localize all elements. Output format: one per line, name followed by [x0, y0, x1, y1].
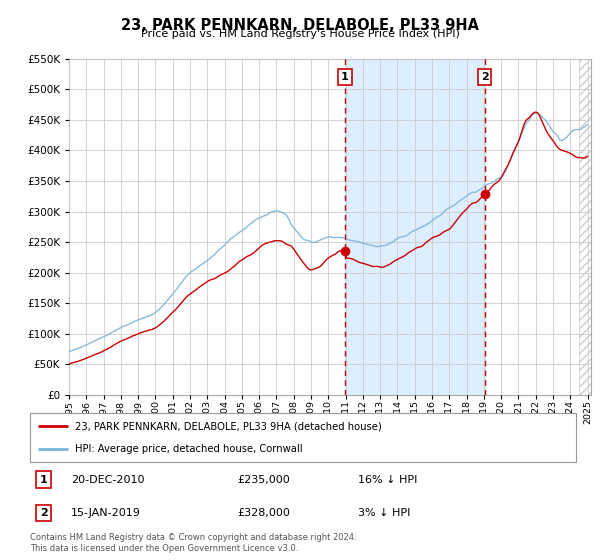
Text: 1: 1 — [341, 72, 349, 82]
Bar — [345, 59, 485, 395]
Text: £328,000: £328,000 — [238, 508, 290, 518]
Text: HPI: Average price, detached house, Cornwall: HPI: Average price, detached house, Corn… — [75, 444, 302, 454]
Text: 1: 1 — [40, 475, 47, 484]
Text: Contains HM Land Registry data © Crown copyright and database right 2024.
This d: Contains HM Land Registry data © Crown c… — [30, 533, 356, 553]
Text: Price paid vs. HM Land Registry's House Price Index (HPI): Price paid vs. HM Land Registry's House … — [140, 29, 460, 39]
Text: 23, PARK PENNKARN, DELABOLE, PL33 9HA: 23, PARK PENNKARN, DELABOLE, PL33 9HA — [121, 18, 479, 33]
FancyBboxPatch shape — [30, 413, 576, 462]
Text: 16% ↓ HPI: 16% ↓ HPI — [358, 475, 417, 484]
Text: 3% ↓ HPI: 3% ↓ HPI — [358, 508, 410, 518]
Text: 2: 2 — [40, 508, 47, 518]
Text: 2: 2 — [481, 72, 488, 82]
Text: 23, PARK PENNKARN, DELABOLE, PL33 9HA (detached house): 23, PARK PENNKARN, DELABOLE, PL33 9HA (d… — [75, 421, 382, 431]
Text: £235,000: £235,000 — [238, 475, 290, 484]
Text: 20-DEC-2010: 20-DEC-2010 — [71, 475, 145, 484]
Text: 15-JAN-2019: 15-JAN-2019 — [71, 508, 141, 518]
